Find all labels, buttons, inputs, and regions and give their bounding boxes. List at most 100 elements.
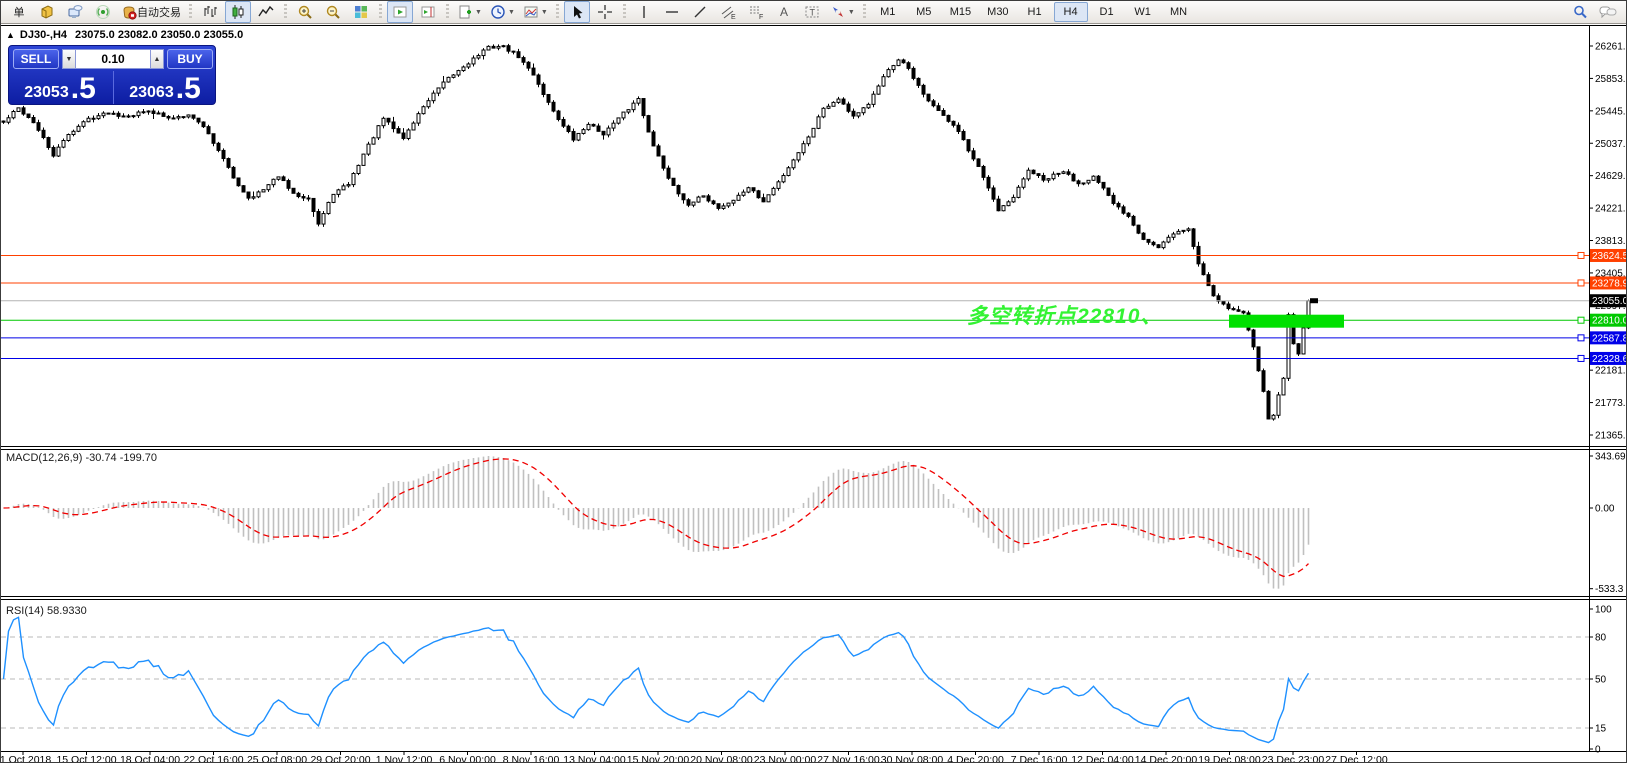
zoom-out-icon [325, 4, 341, 20]
market-watch-button[interactable] [34, 1, 60, 23]
toolbar-separator [555, 4, 559, 20]
timeframe-button-h4[interactable]: H4 [1053, 2, 1088, 22]
hline-handle[interactable] [1577, 334, 1585, 342]
text-button[interactable]: A [771, 1, 797, 23]
trendline-button[interactable] [687, 1, 713, 23]
toolbar-separator [862, 4, 866, 20]
bar-chart-button[interactable] [197, 1, 223, 23]
time-tick-label: 19 Dec 08:00 [1198, 754, 1261, 763]
symbol-marker-icon: ▲ [6, 30, 15, 40]
auto-scroll-icon [392, 4, 408, 20]
crosshair-button[interactable] [592, 1, 618, 23]
rsi-scale-label: 80 [1595, 633, 1607, 644]
signals-button[interactable] [90, 1, 116, 23]
support-zone-rectangle[interactable] [1229, 314, 1344, 328]
toolbar-separator [379, 4, 382, 20]
horizontal-lines-layer[interactable] [1, 251, 1589, 362]
price-badge [1590, 294, 1626, 308]
volume-input[interactable]: 0.10 [76, 49, 150, 69]
auto-scroll-button[interactable] [387, 1, 413, 23]
volume-spinner: ▼ 0.10 ▲ [62, 49, 164, 69]
chart-surface[interactable]: 26261.0 25853.0 25445.0 25037.0 24629.0 24221… [1, 24, 1627, 763]
last-close-marker [1310, 298, 1318, 304]
line-chart-button[interactable] [253, 1, 279, 23]
time-tick-label: 22 Oct 16:00 [183, 754, 243, 763]
arrows-icon [830, 4, 846, 20]
rsi-layer [1, 616, 1589, 744]
chat-button[interactable] [1595, 1, 1621, 23]
hline-handle[interactable] [1577, 316, 1585, 324]
price-tick-label: 24221.0 [1595, 204, 1627, 215]
templates-button[interactable]: ▼ [520, 1, 551, 23]
chart-shift-button[interactable] [415, 1, 441, 23]
fibonacci-button[interactable]: F [743, 1, 769, 23]
arrows-button[interactable]: ▼ [827, 1, 858, 23]
candlestick-chart-button[interactable] [225, 1, 251, 23]
autotrading-label: 自动交易 [137, 7, 181, 19]
svg-text:F: F [759, 14, 763, 20]
virtual-hosting-button[interactable] [62, 1, 88, 23]
periods-button[interactable]: ▼ [487, 1, 518, 23]
macd-layer [3, 456, 1310, 589]
timeframe-button-h1[interactable]: H1 [1027, 6, 1042, 18]
timeframe-button-mn[interactable]: MN [1170, 6, 1188, 18]
price-badge [1590, 331, 1626, 345]
text-label-icon: T [804, 4, 820, 20]
search-button[interactable] [1567, 1, 1593, 23]
hline-handle[interactable] [1577, 354, 1585, 362]
sell-price[interactable]: 23053.5 [9, 72, 111, 105]
cursor-icon [569, 4, 585, 20]
volume-decrease-button[interactable]: ▼ [62, 49, 76, 69]
new-order-button[interactable]: 单 [6, 1, 32, 23]
buy-button[interactable]: BUY [167, 49, 213, 69]
chevron-down-icon: ▼ [475, 8, 482, 16]
line-chart-icon [258, 4, 274, 20]
text-label-button[interactable]: T [799, 1, 825, 23]
toolbar-separator [189, 4, 192, 20]
price-tick-label: 22181.0 [1595, 366, 1627, 377]
price-tick-label: 23813.0 [1595, 236, 1627, 247]
hline-handle[interactable] [1577, 251, 1585, 259]
zoom-in-button[interactable] [292, 1, 318, 23]
signals-icon [95, 4, 111, 20]
buy-price[interactable]: 23063.5 [114, 72, 216, 104]
toolbar-separator [284, 4, 287, 20]
timeframe-button-m15[interactable]: M15 [949, 6, 972, 18]
svg-text:A: A [780, 5, 788, 19]
time-tick-label: 12 Dec 04:00 [1071, 754, 1134, 763]
price-scale[interactable]: 26261.0 25853.0 25445.0 25037.0 24629.0 24221… [1589, 42, 1627, 756]
time-tick-label: 27 Dec 12:00 [1325, 754, 1388, 763]
hline-handle[interactable] [1577, 279, 1585, 287]
tile-windows-button[interactable] [348, 1, 374, 23]
time-tick-label: 27 Nov 16:00 [817, 754, 880, 763]
horizontal-line-button[interactable] [659, 1, 685, 23]
timeframe-button-m30[interactable]: M30 [987, 6, 1009, 18]
cursor-button[interactable] [563, 1, 590, 23]
vertical-line-button[interactable] [631, 1, 657, 23]
timeframe-button-d1[interactable]: D1 [1099, 6, 1114, 18]
timeframe-button-m1[interactable]: M1 [880, 6, 896, 18]
time-tick-label: 25 Oct 08:00 [247, 754, 307, 763]
price-tick-label: 25445.0 [1595, 106, 1627, 117]
price-badge-label: 23278.9 [1592, 278, 1627, 289]
timeframe-button-m5[interactable]: M5 [916, 6, 932, 18]
autotrading-button[interactable]: 自动交易 [118, 1, 184, 23]
time-tick-label: 20 Nov 08:00 [690, 754, 753, 763]
volume-increase-button[interactable]: ▲ [150, 49, 164, 69]
chart-annotation-text[interactable]: 多空转折点22810、 [967, 305, 1163, 328]
price-badge [1590, 248, 1626, 262]
sell-price-pips: .5 [70, 72, 96, 105]
price-tick-label: 26261.0 [1595, 42, 1627, 53]
zoom-out-button[interactable] [320, 1, 346, 23]
market-watch-icon [39, 4, 55, 20]
price-tick-label: 25037.0 [1595, 139, 1627, 150]
chart-frame [1, 25, 1626, 752]
equidistant-channel-button[interactable]: E [715, 1, 741, 23]
sell-button[interactable]: SELL [13, 49, 59, 69]
new-chart-button[interactable]: ▼ [454, 1, 485, 23]
timeframe-button-w1[interactable]: W1 [1134, 6, 1151, 18]
time-tick-label: 23 Nov 00:00 [754, 754, 817, 763]
timeframe-toolbar: M1 M5 M15 M30 H1 H4 D1 W1 MN [870, 2, 1197, 22]
price-tick-label: 23405.0 [1595, 268, 1627, 279]
